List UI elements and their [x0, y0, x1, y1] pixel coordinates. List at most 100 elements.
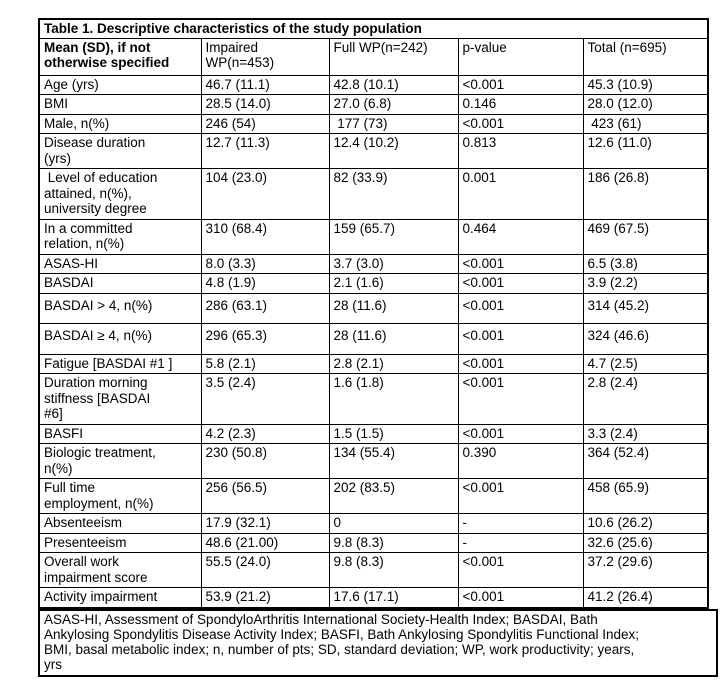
- impaired-wp-value: 8.0 (3.3): [200, 253, 330, 274]
- table-row: Activity impairment 53.9 (21.2) 17.6 (17…: [38, 587, 709, 608]
- impaired-wp-value: 3.5 (2.4): [200, 373, 330, 425]
- total-value: 469 (67.5): [582, 218, 709, 255]
- row-label: Age (yrs): [38, 74, 202, 95]
- full-wp-value: 12.4 (10.2): [328, 133, 459, 169]
- table-row: Male, n(%) 246 (54) 177 (73) <0.001 423 …: [38, 113, 709, 134]
- row-label: BASDAI ≥ 4, n(%): [38, 323, 202, 355]
- total-value: 458 (65.9): [582, 478, 709, 514]
- impaired-wp-value: 230 (50.8): [200, 443, 330, 479]
- total-value: 314 (45.2): [582, 292, 709, 324]
- table-row: BASDAI ≥ 4, n(%) 296 (65.3) 28 (11.6) <0…: [38, 323, 709, 355]
- full-wp-value: 2.8 (2.1): [328, 353, 459, 374]
- table-row: Level of education attained, n(%), unive…: [38, 168, 709, 220]
- p-value: <0.001: [457, 273, 584, 294]
- p-value: 0.464: [457, 218, 584, 255]
- impaired-wp-value: 12.7 (11.3): [200, 133, 330, 169]
- impaired-wp-value: 246 (54): [200, 113, 330, 134]
- total-value: 45.3 (10.9): [582, 74, 709, 95]
- row-label: Activity impairment: [38, 587, 202, 608]
- header-total: Total (n=695): [582, 37, 709, 76]
- impaired-wp-value: 17.9 (32.1): [200, 513, 330, 534]
- total-value: 28.0 (12.0): [582, 94, 709, 115]
- p-value: 0.001: [457, 168, 584, 220]
- p-value: 0.390: [457, 443, 584, 479]
- total-value: 32.6 (25.6): [582, 532, 709, 553]
- row-label: Absenteeism: [38, 513, 202, 534]
- full-wp-value: 134 (55.4): [328, 443, 459, 479]
- header-mean-sd: Mean (SD), if not otherwise specified: [38, 37, 202, 76]
- table-title: Table 1. Descriptive characteristics of …: [38, 18, 709, 39]
- p-value: <0.001: [457, 423, 584, 444]
- impaired-wp-value: 46.7 (11.1): [200, 74, 330, 95]
- full-wp-value: 1.5 (1.5): [328, 423, 459, 444]
- row-label: BASFI: [38, 423, 202, 444]
- total-value: 6.5 (3.8): [582, 253, 709, 274]
- total-value: 3.3 (2.4): [582, 423, 709, 444]
- table-footnote: ASAS-HI, Assessment of SpondyloArthritis…: [38, 608, 718, 678]
- impaired-wp-value: 5.8 (2.1): [200, 353, 330, 374]
- total-value: 364 (52.4): [582, 443, 709, 479]
- total-value: 2.8 (2.4): [582, 373, 709, 425]
- row-label: In a committed relation, n(%): [38, 218, 202, 255]
- table-row: Disease duration (yrs) 12.7 (11.3) 12.4 …: [38, 133, 709, 169]
- total-value: 3.9 (2.2): [582, 273, 709, 294]
- p-value: <0.001: [457, 373, 584, 425]
- full-wp-value: 159 (65.7): [328, 218, 459, 255]
- p-value: -: [457, 532, 584, 553]
- table-row: Age (yrs) 46.7 (11.1) 42.8 (10.1) <0.001…: [38, 74, 709, 95]
- p-value: -: [457, 513, 584, 534]
- total-value: 41.2 (26.4): [582, 587, 709, 608]
- full-wp-value: 28 (11.6): [328, 323, 459, 355]
- p-value: <0.001: [457, 292, 584, 324]
- row-label: Fatigue [BASDAI #1 ]: [38, 353, 202, 374]
- row-label: Overall work impairment score: [38, 552, 202, 588]
- p-value: <0.001: [457, 587, 584, 608]
- total-value: 186 (26.8): [582, 168, 709, 220]
- full-wp-value: 27.0 (6.8): [328, 94, 459, 115]
- header-impaired-wp: Impaired WP(n=453): [200, 37, 330, 76]
- row-label: Level of education attained, n(%), unive…: [38, 168, 202, 220]
- impaired-wp-value: 4.8 (1.9): [200, 273, 330, 294]
- full-wp-value: 2.1 (1.6): [328, 273, 459, 294]
- table-row: Absenteeism 17.9 (32.1) 0 - 10.6 (26.2): [38, 513, 709, 534]
- row-label: BASDAI: [38, 273, 202, 294]
- header-full-wp: Full WP(n=242): [328, 37, 459, 76]
- p-value: 0.146: [457, 94, 584, 115]
- impaired-wp-value: 296 (65.3): [200, 323, 330, 355]
- full-wp-value: 9.8 (8.3): [328, 532, 459, 553]
- p-value: <0.001: [457, 74, 584, 95]
- table-row: BASDAI > 4, n(%) 286 (63.1) 28 (11.6) <0…: [38, 292, 709, 324]
- table-row: BASDAI 4.8 (1.9) 2.1 (1.6) <0.001 3.9 (2…: [38, 273, 709, 294]
- p-value: <0.001: [457, 253, 584, 274]
- table-row: ASAS-HI 8.0 (3.3) 3.7 (3.0) <0.001 6.5 (…: [38, 253, 709, 274]
- table-row: Biologic treatment, n(%) 230 (50.8) 134 …: [38, 443, 709, 479]
- p-value: <0.001: [457, 552, 584, 588]
- full-wp-value: 42.8 (10.1): [328, 74, 459, 95]
- total-value: 4.7 (2.5): [582, 353, 709, 374]
- table-row: Overall work impairment score 55.5 (24.0…: [38, 552, 709, 588]
- impaired-wp-value: 48.6 (21.00): [200, 532, 330, 553]
- row-label: Biologic treatment, n(%): [38, 443, 202, 479]
- study-population-table: Table 1. Descriptive characteristics of …: [38, 18, 710, 609]
- table-row: Full time employment, n(%) 256 (56.5) 20…: [38, 478, 709, 514]
- table-row: In a committed relation, n(%) 310 (68.4)…: [38, 218, 709, 255]
- full-wp-value: 9.8 (8.3): [328, 552, 459, 588]
- table-title-row: Table 1. Descriptive characteristics of …: [38, 18, 709, 39]
- full-wp-value: 28 (11.6): [328, 292, 459, 324]
- full-wp-value: 17.6 (17.1): [328, 587, 459, 608]
- row-label: Full time employment, n(%): [38, 478, 202, 514]
- p-value: 0.813: [457, 133, 584, 169]
- header-p-value: p-value: [457, 37, 584, 76]
- full-wp-value: 0: [328, 513, 459, 534]
- impaired-wp-value: 55.5 (24.0): [200, 552, 330, 588]
- impaired-wp-value: 53.9 (21.2): [200, 587, 330, 608]
- full-wp-value: 3.7 (3.0): [328, 253, 459, 274]
- total-value: 423 (61): [582, 113, 709, 134]
- row-label: BMI: [38, 94, 202, 115]
- full-wp-value: 1.6 (1.8): [328, 373, 459, 425]
- row-label: Duration morning stiffness [BASDAI #6]: [38, 373, 202, 425]
- total-value: 37.2 (29.6): [582, 552, 709, 588]
- table-header-row: Mean (SD), if not otherwise specified Im…: [38, 37, 709, 76]
- full-wp-value: 177 (73): [328, 113, 459, 134]
